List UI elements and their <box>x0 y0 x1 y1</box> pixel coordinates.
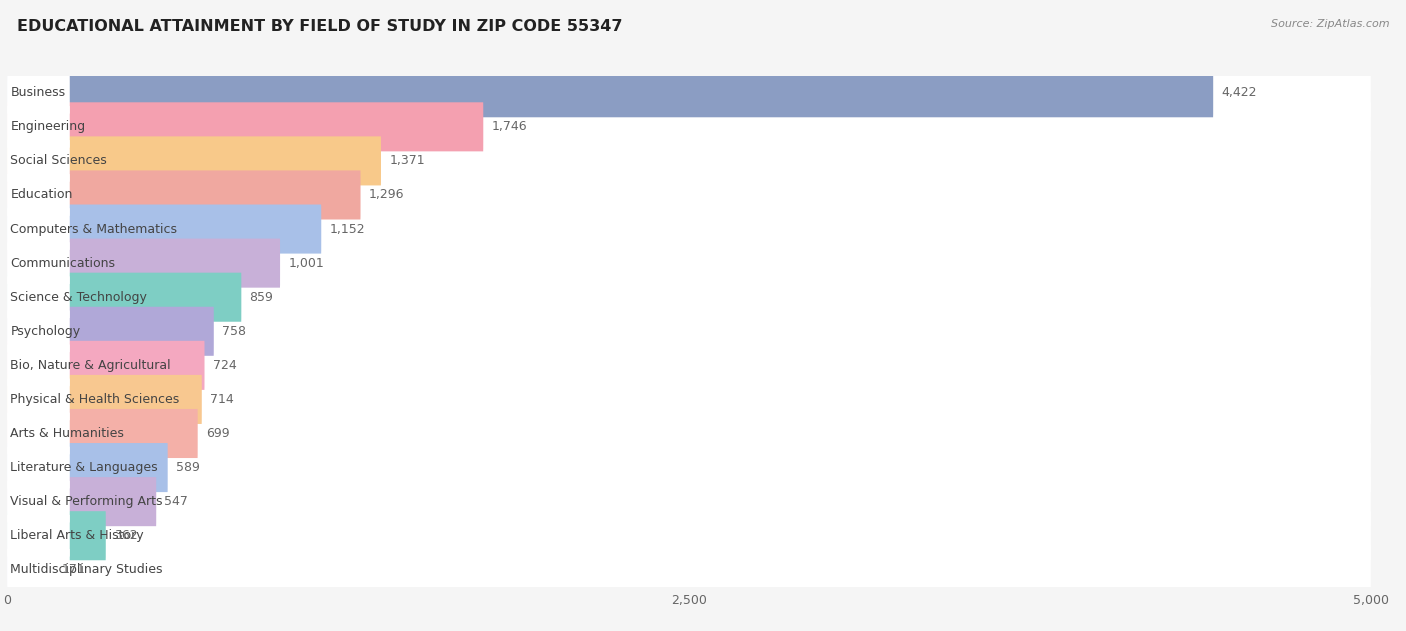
Text: Education: Education <box>10 189 73 201</box>
FancyBboxPatch shape <box>7 136 381 186</box>
Bar <box>7 144 1371 178</box>
Text: Computers & Mathematics: Computers & Mathematics <box>10 223 177 235</box>
FancyBboxPatch shape <box>7 341 204 390</box>
Text: 1,152: 1,152 <box>329 223 366 235</box>
FancyBboxPatch shape <box>7 413 70 454</box>
FancyBboxPatch shape <box>7 375 202 424</box>
Text: Engineering: Engineering <box>10 121 86 133</box>
FancyBboxPatch shape <box>7 409 1371 458</box>
Text: EDUCATIONAL ATTAINMENT BY FIELD OF STUDY IN ZIP CODE 55347: EDUCATIONAL ATTAINMENT BY FIELD OF STUDY… <box>17 19 623 34</box>
FancyBboxPatch shape <box>7 409 198 458</box>
FancyBboxPatch shape <box>7 174 70 216</box>
FancyBboxPatch shape <box>7 106 70 148</box>
FancyBboxPatch shape <box>7 136 1371 186</box>
FancyBboxPatch shape <box>7 477 1371 526</box>
Text: Psychology: Psychology <box>10 325 80 338</box>
Bar <box>7 348 1371 382</box>
FancyBboxPatch shape <box>7 140 70 182</box>
Text: Business: Business <box>10 86 66 99</box>
Text: Bio, Nature & Agricultural: Bio, Nature & Agricultural <box>10 359 172 372</box>
FancyBboxPatch shape <box>7 375 1371 424</box>
Text: Science & Technology: Science & Technology <box>10 291 148 304</box>
FancyBboxPatch shape <box>7 511 105 560</box>
Bar <box>7 280 1371 314</box>
Text: 1,371: 1,371 <box>389 155 425 167</box>
Bar <box>7 110 1371 144</box>
FancyBboxPatch shape <box>7 72 70 114</box>
Text: Social Sciences: Social Sciences <box>10 155 107 167</box>
Text: 859: 859 <box>249 291 273 304</box>
Bar <box>7 485 1371 519</box>
FancyBboxPatch shape <box>7 239 280 288</box>
FancyBboxPatch shape <box>7 307 214 356</box>
Text: 758: 758 <box>222 325 246 338</box>
FancyBboxPatch shape <box>7 68 1213 117</box>
FancyBboxPatch shape <box>7 239 1371 288</box>
Bar <box>7 178 1371 212</box>
FancyBboxPatch shape <box>7 102 484 151</box>
Text: Physical & Health Sciences: Physical & Health Sciences <box>10 393 180 406</box>
FancyBboxPatch shape <box>7 310 70 352</box>
Bar <box>7 314 1371 348</box>
Text: Liberal Arts & History: Liberal Arts & History <box>10 529 143 542</box>
FancyBboxPatch shape <box>7 549 70 591</box>
FancyBboxPatch shape <box>7 477 156 526</box>
Text: Arts & Humanities: Arts & Humanities <box>10 427 124 440</box>
Bar <box>7 553 1371 587</box>
Text: Multidisciplinary Studies: Multidisciplinary Studies <box>10 563 163 576</box>
Text: 1,296: 1,296 <box>368 189 404 201</box>
Text: 699: 699 <box>205 427 229 440</box>
FancyBboxPatch shape <box>7 208 70 250</box>
Text: 589: 589 <box>176 461 200 474</box>
FancyBboxPatch shape <box>7 443 1371 492</box>
Text: Communications: Communications <box>10 257 115 269</box>
Bar <box>7 76 1371 110</box>
FancyBboxPatch shape <box>7 273 1371 322</box>
FancyBboxPatch shape <box>7 341 1371 390</box>
Text: Source: ZipAtlas.com: Source: ZipAtlas.com <box>1271 19 1389 29</box>
FancyBboxPatch shape <box>7 481 70 522</box>
FancyBboxPatch shape <box>7 345 70 386</box>
FancyBboxPatch shape <box>7 102 1371 151</box>
FancyBboxPatch shape <box>7 276 70 318</box>
FancyBboxPatch shape <box>7 242 70 284</box>
Text: Literature & Languages: Literature & Languages <box>10 461 157 474</box>
FancyBboxPatch shape <box>7 68 1371 117</box>
FancyBboxPatch shape <box>7 170 360 220</box>
FancyBboxPatch shape <box>7 273 242 322</box>
FancyBboxPatch shape <box>7 379 70 420</box>
FancyBboxPatch shape <box>7 204 321 254</box>
Text: 547: 547 <box>165 495 188 508</box>
Bar <box>7 519 1371 553</box>
FancyBboxPatch shape <box>7 545 53 594</box>
Bar <box>7 382 1371 416</box>
Text: 362: 362 <box>114 529 138 542</box>
FancyBboxPatch shape <box>7 515 70 557</box>
Text: 714: 714 <box>209 393 233 406</box>
FancyBboxPatch shape <box>7 545 1371 594</box>
Bar <box>7 416 1371 451</box>
FancyBboxPatch shape <box>7 511 1371 560</box>
Bar <box>7 246 1371 280</box>
Text: 1,001: 1,001 <box>288 257 323 269</box>
FancyBboxPatch shape <box>7 443 167 492</box>
FancyBboxPatch shape <box>7 307 1371 356</box>
Text: 171: 171 <box>62 563 86 576</box>
Text: Visual & Performing Arts: Visual & Performing Arts <box>10 495 163 508</box>
FancyBboxPatch shape <box>7 170 1371 220</box>
Text: 724: 724 <box>212 359 236 372</box>
FancyBboxPatch shape <box>7 204 1371 254</box>
Bar <box>7 212 1371 246</box>
Text: 1,746: 1,746 <box>492 121 527 133</box>
Text: 4,422: 4,422 <box>1222 86 1257 99</box>
Bar <box>7 451 1371 485</box>
FancyBboxPatch shape <box>7 447 70 488</box>
